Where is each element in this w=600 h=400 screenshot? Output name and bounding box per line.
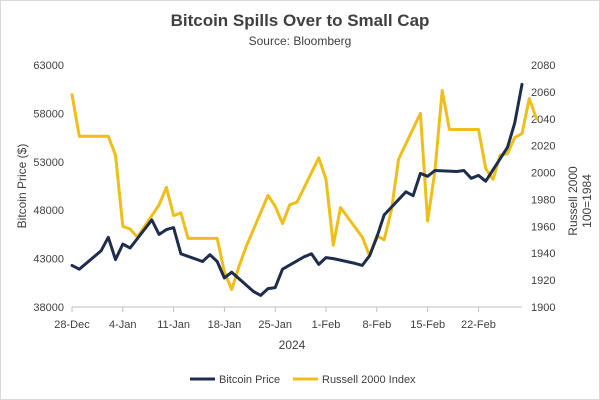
x-tick-label: 22-Feb: [461, 319, 496, 331]
x-tick-label: 18-Jan: [208, 319, 242, 331]
y2-tick-label: 2060: [531, 87, 555, 99]
x-tick-label: 28-Dec: [54, 319, 90, 331]
bitcoin-price-line: [70, 82, 524, 297]
x-tick-label: 15-Feb: [410, 319, 445, 331]
y-tick-label: 48000: [33, 205, 64, 217]
y2-axis-title-line2: 100=1984: [580, 174, 594, 228]
legend-label-bitcoin: Bitcoin Price: [219, 374, 280, 386]
left-axis-ticks: 38000 43000 48000 53000 58000 63000: [33, 60, 64, 314]
y-tick-label: 38000: [33, 302, 64, 314]
y2-tick-label: 1980: [531, 194, 555, 206]
y2-tick-label: 2080: [531, 60, 555, 72]
chart-subtitle: Source: Bloomberg: [249, 34, 352, 48]
russell-2000-line: [70, 89, 538, 291]
y2-tick-label: 1940: [531, 248, 555, 260]
y-tick-label: 43000: [33, 254, 64, 266]
legend: Bitcoin Price Russell 2000 Index: [190, 374, 416, 386]
x-tick-label: 4-Jan: [109, 319, 137, 331]
y2-tick-label: 1960: [531, 221, 555, 233]
x-tick-label: 1-Feb: [312, 319, 341, 331]
x-axis-ticks: 28-Dec 4-Jan 11-Jan 18-Jan 25-Jan 1-Feb 8-Feb 1…: [54, 307, 496, 331]
y2-tick-label: 1920: [531, 275, 555, 287]
y-axis-title: Bitcoin Price ($): [15, 144, 29, 229]
x-tick-label: 25-Jan: [258, 319, 292, 331]
legend-label-russell: Russell 2000 Index: [322, 374, 416, 386]
x-tick-label: 8-Feb: [362, 319, 391, 331]
x-axis-title: 2024: [279, 338, 306, 352]
series-lines: [70, 82, 538, 297]
x-tick-label: 11-Jan: [157, 319, 190, 331]
y2-tick-label: 1900: [531, 302, 555, 314]
y2-axis-title-line1: Russell 2000: [566, 166, 580, 236]
y-tick-label: 53000: [33, 157, 64, 169]
chart-title: Bitcoin Spills Over to Small Cap: [171, 11, 430, 30]
y-tick-label: 63000: [33, 60, 64, 72]
y-tick-label: 58000: [33, 108, 64, 120]
y2-tick-label: 2020: [531, 141, 555, 153]
y2-tick-label: 2000: [531, 168, 555, 180]
